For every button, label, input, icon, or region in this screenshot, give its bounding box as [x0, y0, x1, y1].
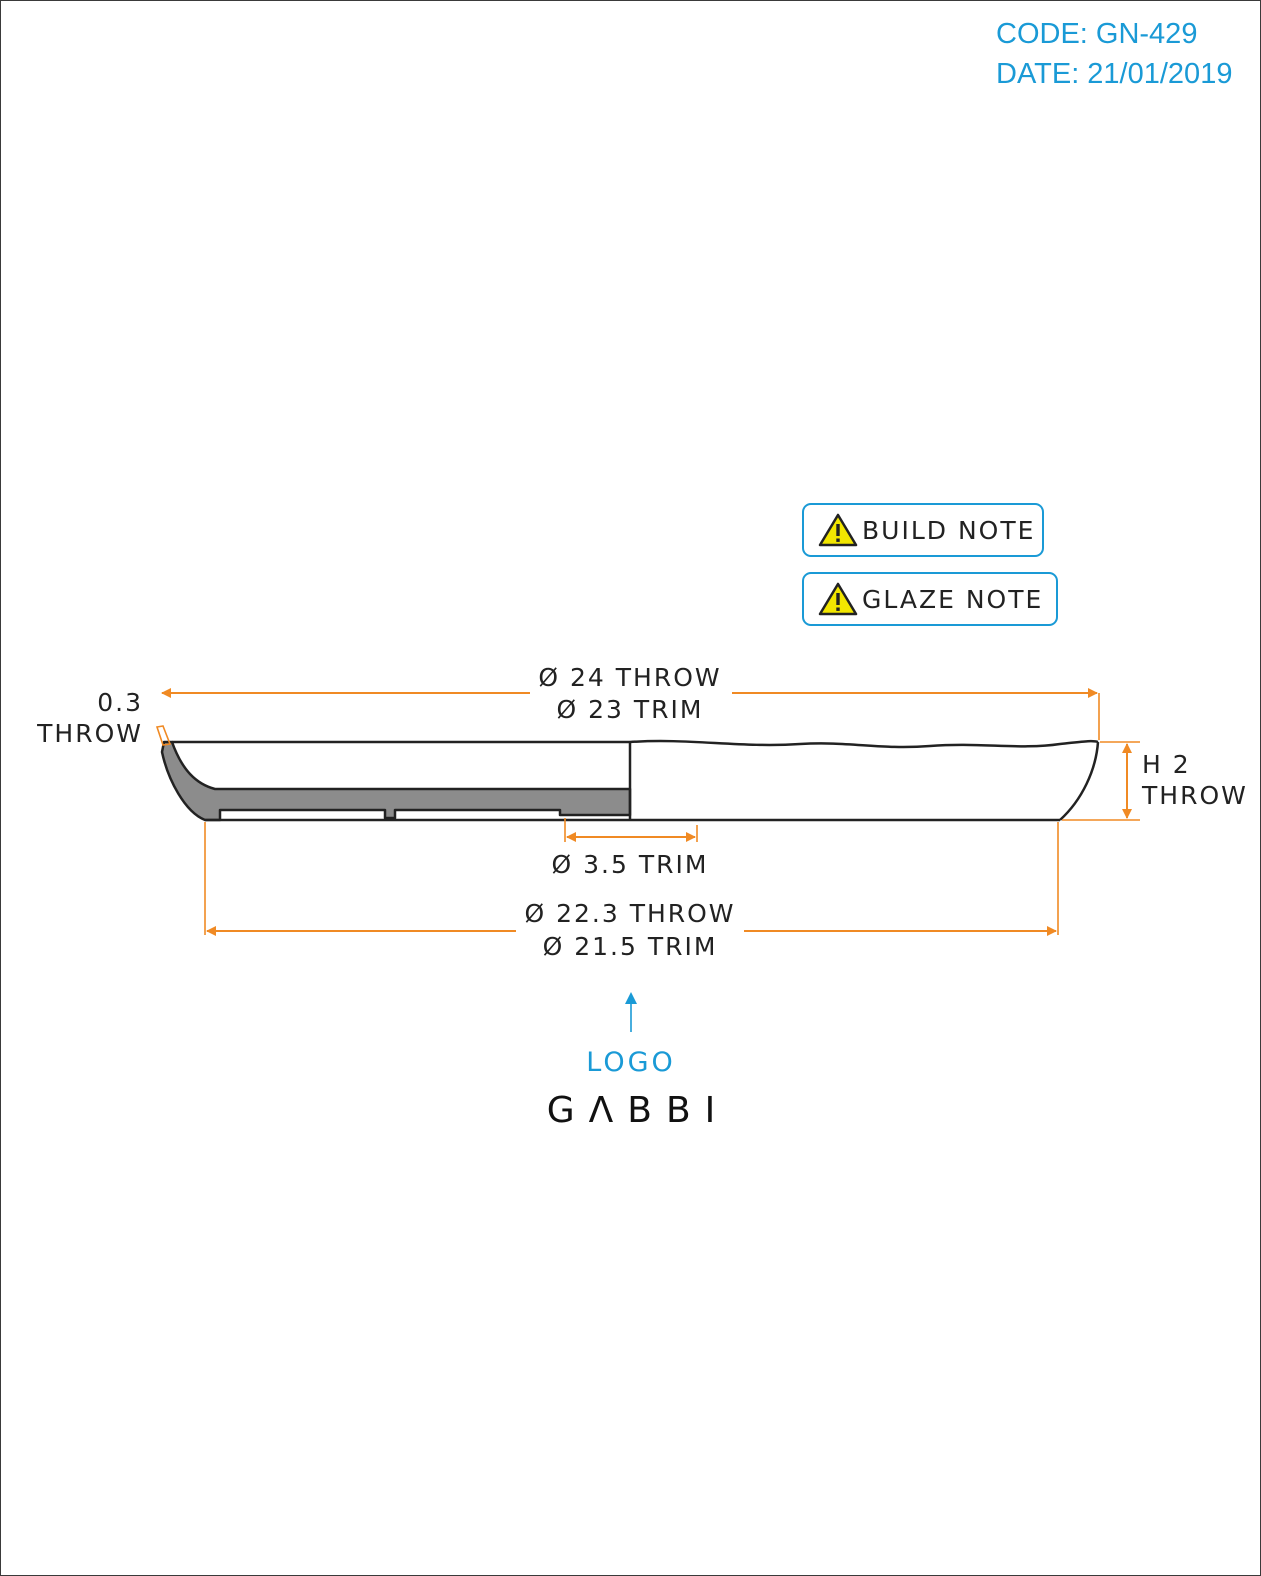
outer-throw-dimension: Ø 24 THROW: [538, 663, 721, 692]
logo-label: LOGO: [586, 1047, 676, 1078]
foot-trim-dimension: Ø 3.5 TRIM: [552, 850, 709, 879]
warning-icon: [818, 582, 858, 616]
wall-thickness-unit: THROW: [36, 719, 143, 748]
product-code: CODE: GN-429: [996, 18, 1198, 50]
build-note-label: BUILD NOTE: [862, 515, 1036, 545]
brand-logo: GΛBBI: [547, 1090, 730, 1131]
height-value: H 2: [1142, 750, 1191, 779]
plate-rim-line-right: [629, 739, 1099, 749]
glaze-note-button[interactable]: GLAZE NOTE: [802, 572, 1058, 626]
drawing-date: DATE: 21/01/2019: [996, 58, 1233, 90]
wall-thickness-value: 0.3: [97, 688, 143, 717]
outer-trim-dimension: Ø 23 TRIM: [557, 695, 704, 724]
plate-section: [160, 740, 632, 822]
glaze-note-label: GLAZE NOTE: [862, 584, 1044, 614]
height-unit: THROW: [1141, 781, 1248, 810]
plate-outer-wall-right: [1059, 741, 1100, 821]
build-note-button[interactable]: BUILD NOTE: [802, 503, 1044, 557]
warning-icon: [818, 513, 858, 547]
base-trim-dimension: Ø 21.5 TRIM: [543, 932, 718, 961]
base-throw-dimension: Ø 22.3 THROW: [524, 899, 735, 928]
wall-thickness-marker: [155, 725, 172, 746]
